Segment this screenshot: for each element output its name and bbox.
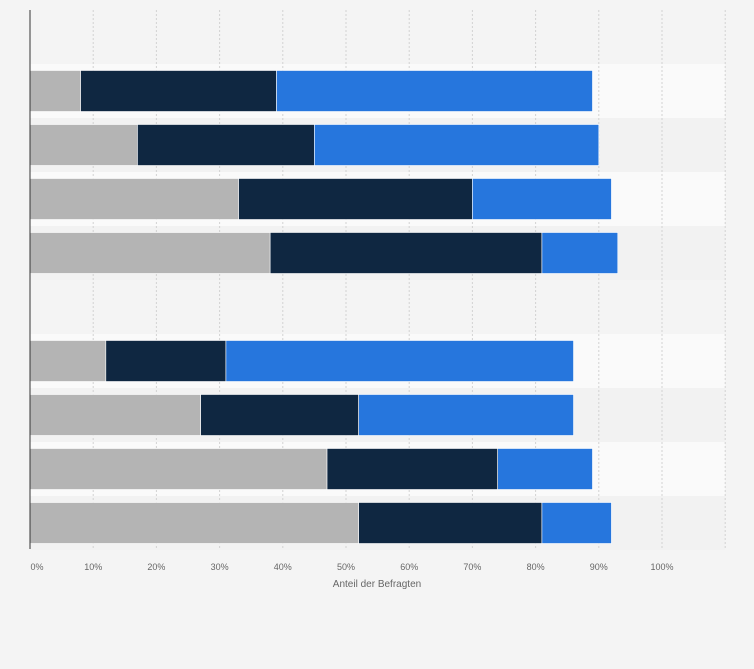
x-tick-label: 60%: [400, 562, 418, 572]
bar-segment: [239, 179, 473, 220]
bar-segment: [106, 341, 226, 382]
bar-segment: [270, 233, 542, 274]
bar-segment: [137, 125, 314, 166]
bar-segment: [542, 503, 612, 544]
bars: [30, 71, 618, 544]
x-tick-label: 80%: [527, 562, 545, 572]
bar-segment: [30, 71, 81, 112]
x-tick-label: 50%: [337, 562, 355, 572]
bar-segment: [30, 395, 201, 436]
x-tick-labels: 0% 10% 20% 30% 40% 50% 60% 70% 80% 90% 100%: [30, 562, 673, 572]
x-tick-label: 20%: [147, 562, 165, 572]
bar-segment: [30, 233, 270, 274]
x-tick-label: 70%: [463, 562, 481, 572]
bar-segment: [30, 449, 327, 490]
bar-segment: [30, 503, 359, 544]
x-tick-label: 10%: [84, 562, 102, 572]
bar-segment: [30, 125, 137, 166]
bar-segment: [201, 395, 359, 436]
x-tick-label: 40%: [274, 562, 292, 572]
x-tick-label: 90%: [590, 562, 608, 572]
bar-segment: [472, 179, 611, 220]
x-tick-label: 30%: [211, 562, 229, 572]
bar-segment: [226, 341, 574, 382]
x-tick-label: 100%: [650, 562, 673, 572]
bar-segment: [359, 395, 574, 436]
bar-segment: [81, 71, 277, 112]
bar-segment: [314, 125, 598, 166]
bar-segment: [498, 449, 593, 490]
x-tick-label: 0%: [30, 562, 43, 572]
x-axis-title: Anteil der Befragten: [333, 579, 421, 590]
bar-segment: [542, 233, 618, 274]
bar-segment: [30, 179, 239, 220]
bar-segment: [359, 503, 542, 544]
bar-segment: [327, 449, 498, 490]
bar-segment: [276, 71, 592, 112]
bar-segment: [30, 341, 106, 382]
